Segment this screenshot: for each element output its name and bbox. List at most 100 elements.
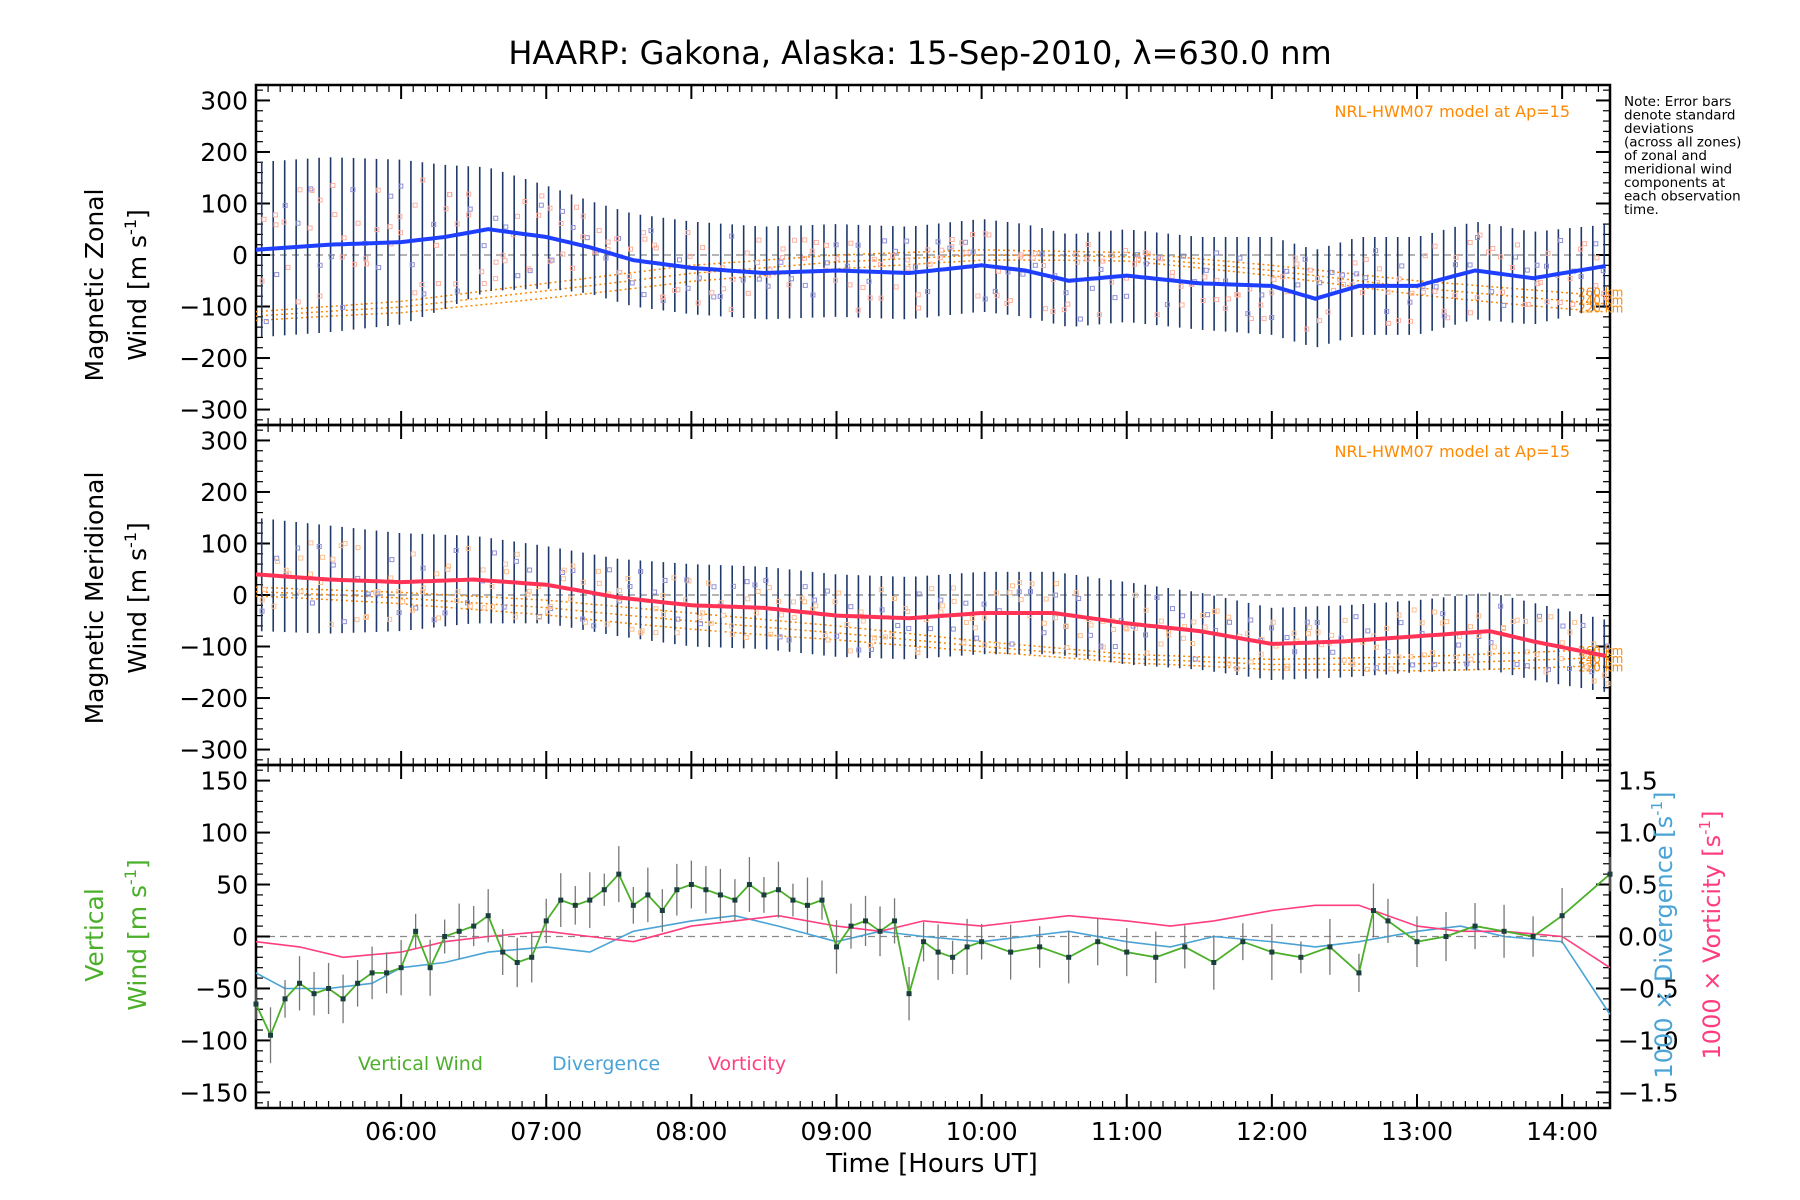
scatter-point xyxy=(317,197,323,203)
scatter-point xyxy=(1143,632,1149,638)
scatter-point xyxy=(915,646,921,652)
scatter-point xyxy=(259,608,265,614)
scatter-point xyxy=(582,619,588,625)
scatter-point xyxy=(745,596,751,602)
vertical-wind-point xyxy=(892,918,898,924)
scatter-point xyxy=(1122,248,1128,254)
scatter-point xyxy=(1042,306,1048,312)
scatter-point xyxy=(1112,295,1118,301)
scatter-point xyxy=(1350,661,1356,667)
scatter-point xyxy=(685,230,691,236)
scatter-point xyxy=(1098,643,1104,649)
scatter-point xyxy=(606,567,612,573)
vertical-wind-point xyxy=(717,892,723,898)
right-tick-label: −0.5 xyxy=(1618,974,1679,1003)
divergence-ylabel: 1000 × Divergence [s-1] xyxy=(1648,791,1678,1078)
scatter-point xyxy=(1432,288,1438,294)
scatter-point xyxy=(925,289,931,295)
vertical-wind-point xyxy=(906,991,912,997)
y-tick-label: −200 xyxy=(179,344,248,373)
scatter-point xyxy=(493,276,499,282)
right-tick-label: 1.5 xyxy=(1618,767,1658,796)
zonal-mean-line xyxy=(255,227,1606,301)
scatter-point xyxy=(1363,256,1369,262)
zonal-ylabel-line2: Wind [m s-1] xyxy=(121,209,152,361)
vertical-wind-point xyxy=(674,887,680,893)
scatter-point xyxy=(695,300,701,306)
scatter-point xyxy=(916,591,922,597)
vertical-wind-point xyxy=(950,954,956,960)
scatter-point xyxy=(421,291,427,297)
scatter-point xyxy=(1558,238,1564,244)
y-tick-label: 100 xyxy=(200,189,248,218)
scatter-point xyxy=(833,242,839,248)
scatter-point xyxy=(1027,589,1033,595)
scatter-point xyxy=(801,255,807,261)
scatter-point xyxy=(1076,595,1082,601)
scatter-point xyxy=(1284,635,1290,641)
scatter-point xyxy=(1388,666,1394,672)
vertical-wind-point xyxy=(1298,954,1304,960)
scatter-point xyxy=(963,600,969,606)
scatter-point xyxy=(1589,669,1595,675)
scatter-point xyxy=(341,619,347,625)
scatter-point xyxy=(1491,644,1497,650)
scatter-point xyxy=(410,551,416,557)
scatter-point xyxy=(1043,596,1049,602)
scatter-point xyxy=(1158,641,1164,647)
scatter-point xyxy=(605,239,611,245)
scatter-point xyxy=(479,269,485,275)
scatter-point xyxy=(525,591,531,597)
scatter-point xyxy=(848,604,854,610)
scatter-point xyxy=(776,599,782,605)
scatter-point xyxy=(1307,267,1313,273)
vertical-wind-point xyxy=(863,918,869,924)
scatter-point xyxy=(466,191,472,197)
model-curve xyxy=(255,254,1606,317)
scatter-point xyxy=(1514,617,1520,623)
scatter-point xyxy=(1112,644,1118,650)
scatter-point xyxy=(937,255,943,261)
scatter-point xyxy=(1419,620,1425,626)
scatter-point xyxy=(285,264,291,270)
scatter-point xyxy=(993,590,999,596)
scatter-point xyxy=(950,626,956,632)
scatter-point xyxy=(625,575,631,581)
scatter-point xyxy=(1537,279,1543,285)
scatter-point xyxy=(790,599,796,605)
scatter-point xyxy=(1007,298,1013,304)
y-tick-label: −50 xyxy=(195,974,248,1003)
scatter-point xyxy=(1200,613,1206,619)
scatter-point xyxy=(802,237,808,243)
scatter-point xyxy=(1061,307,1067,313)
vertical-wind-point xyxy=(921,939,927,945)
scatter-point xyxy=(995,268,1001,274)
scatter-point xyxy=(627,246,633,252)
scatter-point xyxy=(1205,612,1211,618)
y-tick-label: 50 xyxy=(216,871,248,900)
vertical-wind-point xyxy=(1414,939,1420,945)
scatter-point xyxy=(1317,318,1323,324)
scatter-point xyxy=(949,244,955,250)
scatter-point xyxy=(514,551,520,557)
scatter-point xyxy=(1222,305,1228,311)
y-tick-label: −100 xyxy=(179,633,248,662)
scatter-point xyxy=(1580,622,1586,628)
scatter-point xyxy=(641,292,647,298)
scatter-point xyxy=(778,259,784,265)
scatter-point xyxy=(938,609,944,615)
scatter-point xyxy=(1158,256,1164,262)
scatter-point xyxy=(1474,295,1480,301)
scatter-point xyxy=(491,550,497,556)
scatter-point xyxy=(961,640,967,646)
scatter-point xyxy=(882,634,888,640)
scatter-point xyxy=(1050,308,1056,314)
scatter-point xyxy=(1084,256,1090,262)
scatter-point xyxy=(364,261,370,267)
scatter-point xyxy=(969,615,975,621)
scatter-point xyxy=(890,253,896,259)
scatter-point xyxy=(878,295,884,301)
scatter-point xyxy=(1558,656,1564,662)
scatter-point xyxy=(1582,241,1588,247)
